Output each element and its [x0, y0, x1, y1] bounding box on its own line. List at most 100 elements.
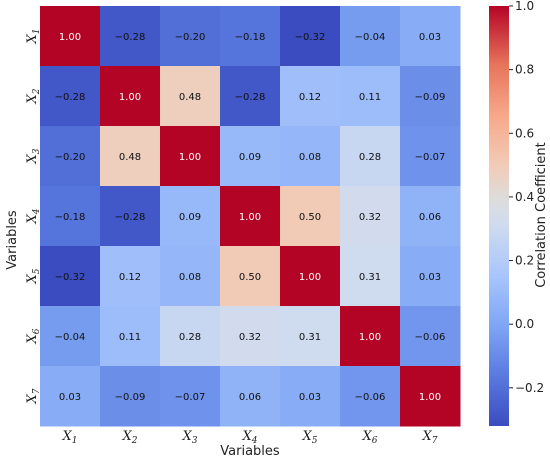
- cell-value-label: 0.48: [119, 152, 141, 163]
- heatmap-cell: [280, 6, 341, 67]
- heatmap-cell: [400, 186, 461, 247]
- heatmap-cell: [340, 186, 401, 247]
- cell-value-label: 0.09: [239, 152, 261, 163]
- cell-value-label: −0.28: [235, 92, 266, 103]
- x-tick-labels: X1 X2 X3 X4 X5 X6 X7: [62, 429, 438, 446]
- tick-label: X1: [62, 429, 78, 446]
- cell-value-label: −0.18: [55, 212, 86, 223]
- tick-label: X2: [25, 88, 42, 104]
- colorbar-tick-label: 0.4: [515, 190, 534, 204]
- heatmap-cell: [400, 66, 461, 127]
- cell-value-label: 1.00: [239, 212, 261, 223]
- heatmap-cell: [100, 306, 161, 367]
- cell-value-label: 0.11: [359, 92, 381, 103]
- heatmap-cell: [160, 66, 221, 127]
- heatmap-cell: [160, 366, 221, 427]
- heatmap-cell: [100, 366, 161, 427]
- heatmap-cell: [40, 246, 101, 307]
- cell-value-label: −0.04: [355, 32, 386, 43]
- colorbar-tick-label: 0.2: [515, 254, 534, 268]
- heatmap-cell: [340, 126, 401, 187]
- heatmap-cell: [340, 6, 401, 67]
- colorbar-ticks: 1.0 0.8 0.6 0.4 0.2 0.0 −0.2: [509, 0, 544, 395]
- cell-value-label: −0.04: [55, 332, 86, 343]
- cell-value-label: 0.11: [119, 332, 141, 343]
- colorbar-tick-label: 0.0: [515, 317, 534, 331]
- heatmap-cell: [160, 306, 221, 367]
- cell-value-label: 1.00: [299, 272, 321, 283]
- heatmap-cell: [400, 306, 461, 367]
- cell-value-label: −0.28: [115, 212, 146, 223]
- cell-value-label: −0.09: [415, 92, 446, 103]
- heatmap-cell: [40, 306, 101, 367]
- cell-value-label: 0.12: [299, 92, 321, 103]
- tick-label: X5: [25, 268, 42, 284]
- cell-value-label: 0.08: [179, 272, 201, 283]
- heatmap-cell: [100, 246, 161, 307]
- colorbar-tick-label: 0.8: [515, 63, 534, 77]
- heatmap-cell: [40, 6, 101, 67]
- heatmap-cell: [100, 126, 161, 187]
- cell-value-label: 0.32: [359, 212, 381, 223]
- cell-value-label: 0.06: [239, 392, 261, 403]
- tick-label: X7: [25, 388, 42, 404]
- heatmap-cell: [160, 6, 221, 67]
- heatmap-cell: [400, 366, 461, 427]
- y-axis-label: Variables: [5, 210, 20, 270]
- tick-label: X7: [422, 429, 438, 446]
- heatmap-cell: [220, 246, 281, 307]
- heatmap-cell: [220, 6, 281, 67]
- colorbar-tick-label: 1.0: [515, 0, 534, 13]
- cell-value-label: 1.00: [119, 92, 141, 103]
- heatmap-cell: [280, 306, 341, 367]
- cell-value-label: 0.32: [239, 332, 261, 343]
- cell-value-label: −0.09: [115, 392, 146, 403]
- heatmap-cell: [220, 186, 281, 247]
- cell-value-label: −0.06: [355, 392, 386, 403]
- heatmap-cell: [40, 366, 101, 427]
- cell-value-label: −0.07: [415, 152, 446, 163]
- heatmap-cell: [280, 366, 341, 427]
- heatmap-cell-labels: 1.00 −0.28 −0.20 −0.18 −0.32 −0.04 0.03 −0.28 1.…: [55, 32, 446, 403]
- cell-value-label: −0.18: [235, 32, 266, 43]
- heatmap-cells: [40, 6, 461, 427]
- heatmap-cell: [160, 246, 221, 307]
- heatmap-cell: [220, 126, 281, 187]
- heatmap-cell: [160, 186, 221, 247]
- heatmap-cell: [400, 126, 461, 187]
- colorbar-tick-label: −0.2: [515, 381, 544, 395]
- heatmap-cell: [40, 126, 101, 187]
- heatmap-cell: [400, 246, 461, 307]
- heatmap-cell: [280, 126, 341, 187]
- colorbar-tick-label: 0.6: [515, 126, 534, 140]
- heatmap-cell: [40, 186, 101, 247]
- cell-value-label: −0.20: [175, 32, 206, 43]
- cell-value-label: −0.32: [55, 272, 86, 283]
- tick-label: X1: [25, 29, 42, 45]
- tick-label: X5: [302, 429, 318, 446]
- cell-value-label: −0.06: [415, 332, 446, 343]
- cell-value-label: −0.28: [115, 32, 146, 43]
- heatmap-cell: [100, 6, 161, 67]
- heatmap-cell: [340, 366, 401, 427]
- tick-label: X2: [122, 429, 138, 446]
- cell-value-label: 1.00: [359, 332, 381, 343]
- cell-value-label: 0.28: [179, 332, 201, 343]
- heatmap-cell: [220, 366, 281, 427]
- cell-value-label: 1.00: [59, 32, 81, 43]
- cell-value-label: 0.28: [359, 152, 381, 163]
- cell-value-label: 0.48: [179, 92, 201, 103]
- cell-value-label: 0.08: [299, 152, 321, 163]
- cell-value-label: 0.31: [299, 332, 321, 343]
- cell-value-label: −0.32: [295, 32, 326, 43]
- heatmap-cell: [340, 246, 401, 307]
- cell-value-label: 0.31: [359, 272, 381, 283]
- heatmap-cell: [40, 66, 101, 127]
- heatmap-cell: [220, 66, 281, 127]
- cell-value-label: 0.03: [419, 272, 441, 283]
- heatmap-cell: [280, 246, 341, 307]
- cell-value-label: 0.12: [119, 272, 141, 283]
- cell-value-label: 0.06: [419, 212, 441, 223]
- heatmap-cell: [100, 186, 161, 247]
- x-axis-label: Variables: [220, 444, 280, 459]
